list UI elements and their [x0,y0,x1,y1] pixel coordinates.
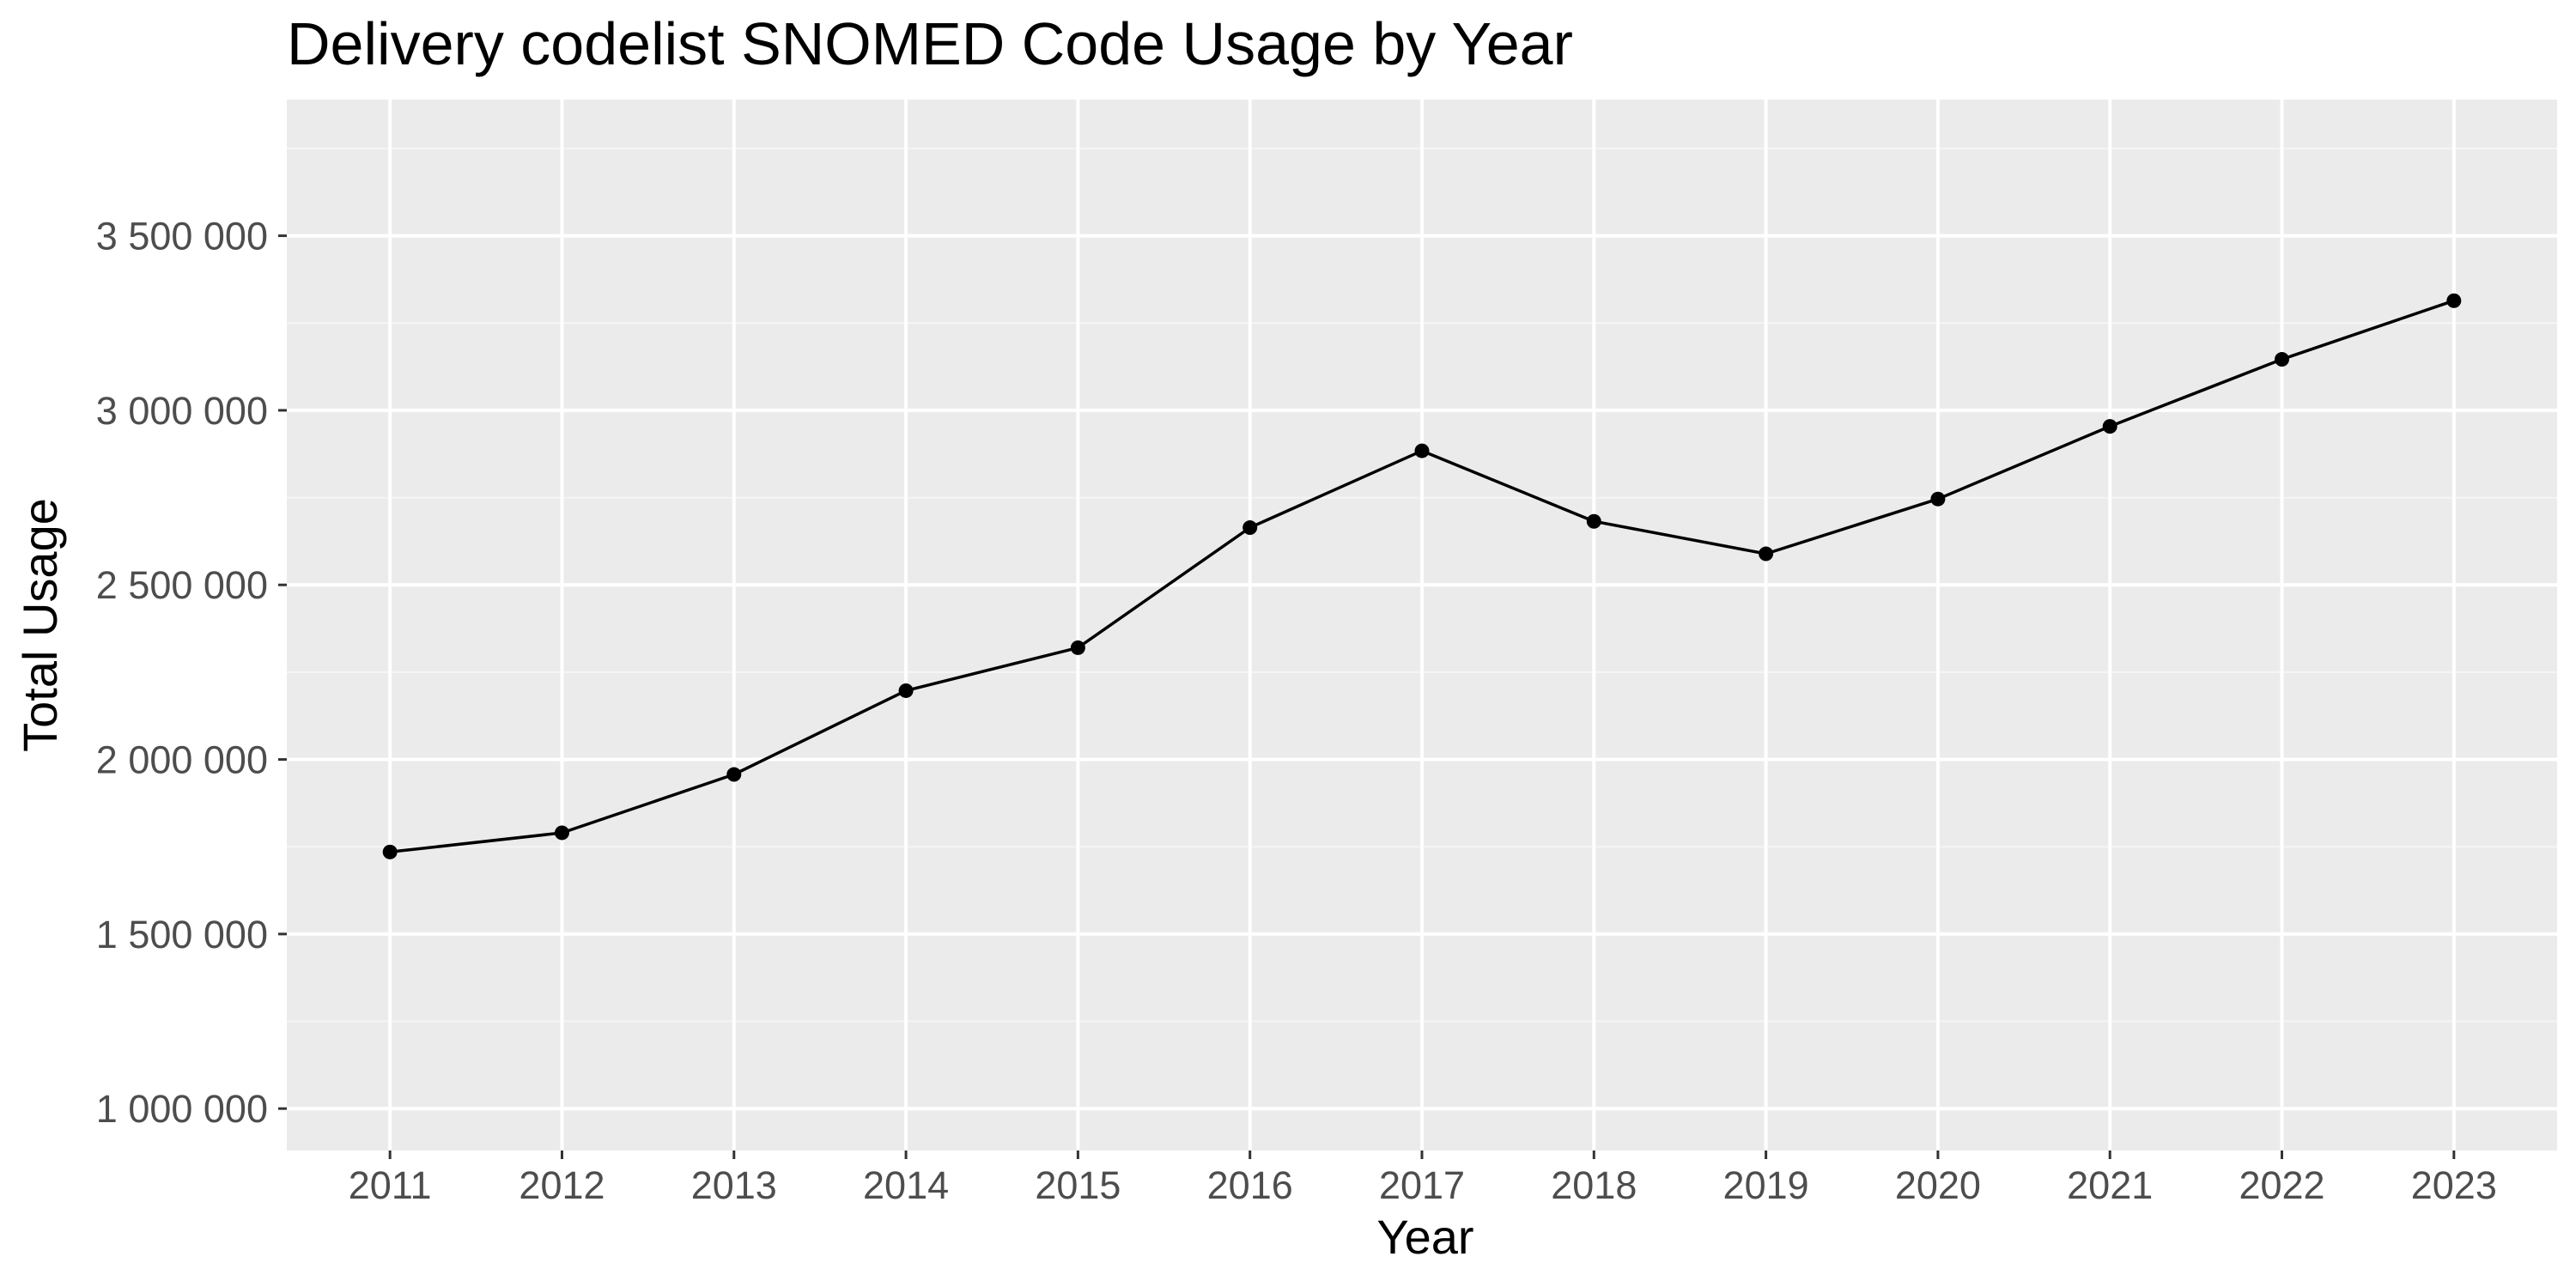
y-axis: 1 000 000 1 500 000 2 000 000 2 500 000 3 00… [96,215,287,1131]
y-tick-label: 2 500 000 [96,563,268,607]
x-tick-label: 2018 [1551,1163,1637,1207]
x-tick-label: 2015 [1035,1163,1121,1207]
data-point [382,844,398,859]
data-point [1759,546,1774,562]
data-point [898,683,914,698]
data-point [1070,640,1085,655]
data-point [2446,293,2462,308]
x-tick-label: 2020 [1895,1163,1981,1207]
x-tick-label: 2013 [691,1163,777,1207]
y-axis-title: Total Usage [13,498,67,752]
data-point [1414,443,1430,458]
x-tick-label: 2021 [2067,1163,2153,1207]
major-gridlines [287,100,2557,1150]
x-axis-title: Year [1376,1210,1473,1264]
x-tick-label: 2019 [1723,1163,1809,1207]
x-tick-label: 2011 [349,1163,432,1207]
x-axis: 2011 2012 2013 2014 2015 2016 2017 2018 2019 2020… [349,1150,2497,1207]
y-tick-label: 1 500 000 [96,913,268,956]
data-point [2102,419,2117,434]
data-point [726,767,742,782]
x-tick-label: 2022 [2239,1163,2324,1207]
y-tick-label: 3 500 000 [96,215,268,258]
x-tick-label: 2023 [2411,1163,2497,1207]
data-point [1242,520,1258,536]
chart-title: Delivery codelist SNOMED Code Usage by Y… [287,10,1573,77]
x-tick-label: 2017 [1379,1163,1465,1207]
data-series [382,293,2462,859]
x-tick-label: 2014 [863,1163,949,1207]
data-point [1586,513,1601,529]
y-tick-label: 1 000 000 [96,1087,268,1131]
data-point [554,825,569,841]
x-tick-label: 2016 [1207,1163,1293,1207]
data-point [1930,491,1946,507]
x-tick-label: 2012 [519,1163,605,1207]
y-tick-label: 2 000 000 [96,738,268,782]
data-point [2275,352,2290,367]
y-tick-label: 3 000 000 [96,389,268,433]
